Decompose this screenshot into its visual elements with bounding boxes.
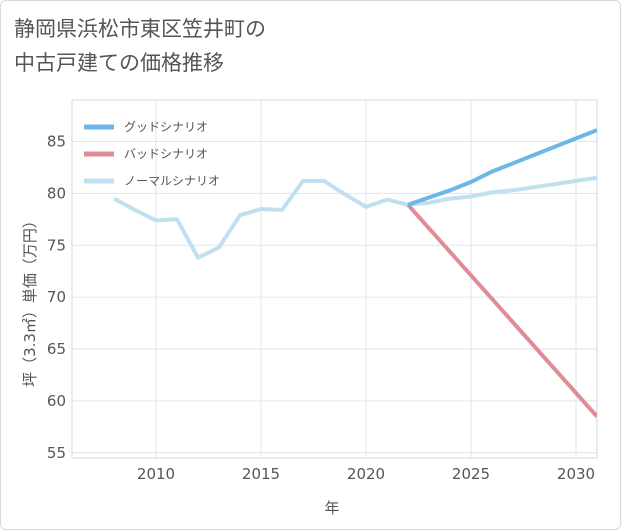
x-tick-label: 2030 [557,465,595,483]
y-tick-label: 65 [47,340,66,358]
legend-label: バッドシナリオ [124,147,208,161]
y-axis-title: 坪（3.3㎡）単価（万円） [21,213,39,387]
x-axis-title: 年 [324,499,339,517]
x-tick-label: 2010 [137,465,175,483]
y-tick-label: 80 [47,184,66,202]
series-line-2 [113,175,597,260]
plot-area-border [71,99,598,459]
x-tick-label: 2025 [452,465,490,483]
legend-label: グッドシナリオ [124,120,208,134]
chart-title-line2: 中古戸建ての価格推移 [14,51,224,75]
grid-lines [71,99,598,459]
tick-labels: 55 60 65 70 75 80 85 2010 2015 2020 2025 2030 [47,133,595,483]
x-tick-label: 2015 [242,465,280,483]
y-tick-label: 55 [47,444,66,462]
y-tick-label: 85 [47,133,66,151]
chart-title: 静岡県浜松市東区笠井町の 中古戸建ての価格推移 [14,12,434,80]
series-line-0 [407,128,597,207]
y-tick-label: 60 [47,392,66,410]
x-tick-label: 2020 [347,465,385,483]
series-lines [113,128,597,418]
y-tick-label: 70 [47,288,66,306]
y-tick-label: 75 [47,236,66,254]
series-line-1 [406,203,597,418]
legend-label: ノーマルシナリオ [124,174,220,188]
chart-title-line1: 静岡県浜松市東区笠井町の [14,17,266,41]
